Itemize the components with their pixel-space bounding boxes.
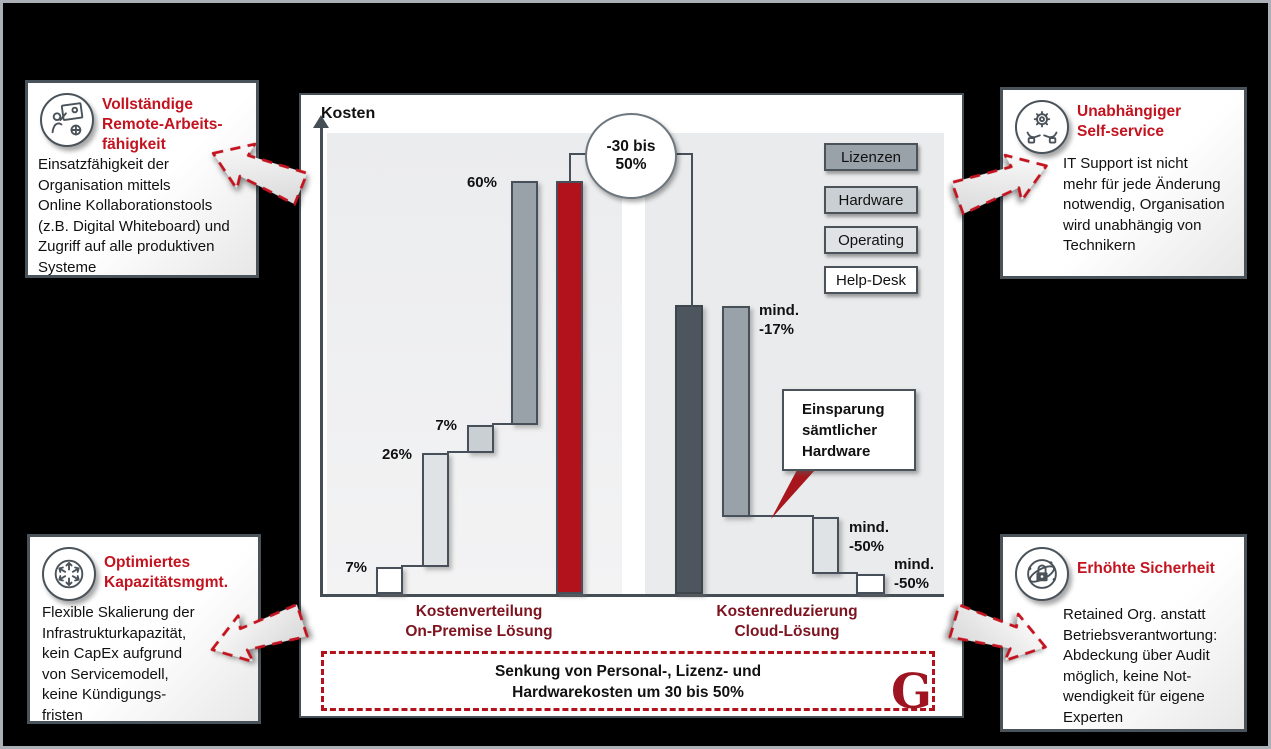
caption-onprem: Kostenverteilung On-Premise Lösung	[405, 603, 553, 640]
bar-onprem-total	[556, 181, 583, 594]
label-cloud-operating: mind. -50%	[849, 519, 889, 555]
bar-onprem-helpdesk	[376, 567, 403, 594]
callout-body: Retained Org. anstatt Betriebsverantwort…	[1063, 606, 1218, 726]
bar-cloud-lizenzen	[722, 306, 750, 517]
bar-onprem-operating	[422, 453, 449, 567]
arrow-to-top-right	[950, 153, 1048, 216]
callout-security: Erhöhte Sicherheit Retained Org. anstatt…	[1000, 534, 1247, 732]
legend-label: Operating	[838, 231, 904, 249]
label-helpdesk-7: 7%	[345, 559, 367, 576]
callout-title: Erhöhte Sicherheit	[1077, 560, 1215, 577]
summary-text: Senkung von Personal-, Lizenz- und Hardw…	[494, 663, 762, 701]
connector	[401, 565, 424, 567]
self-service-icon	[1015, 100, 1069, 154]
callout-self-service: Unabhängiger Self-service IT Support ist…	[1000, 87, 1247, 279]
bracket-line	[691, 153, 693, 307]
y-axis	[320, 127, 323, 597]
chart-card: Kosten -30 bis 50% 60% 7% 26% 7% mind. -…	[299, 93, 964, 718]
security-icon	[1015, 547, 1069, 601]
caption-cloud: Kostenreduzierung Cloud-Lösung	[716, 603, 858, 640]
legend-item-helpdesk: Help-Desk	[824, 266, 918, 294]
remote-work-icon	[40, 93, 94, 147]
bar-cloud-operating	[812, 517, 839, 574]
callout-title: Vollständige Remote-Arbeits- fähigkeit	[102, 96, 223, 153]
callout-title: Optimiertes Kapazitätsmgmt.	[104, 554, 229, 591]
label-lizenzen-60: 60%	[466, 174, 497, 191]
label-hardware-7: 7%	[435, 417, 457, 434]
label-operating-26: 26%	[381, 446, 412, 463]
bar-onprem-lizenzen	[511, 181, 538, 425]
label-cloud-lizenzen: mind. -17%	[759, 302, 799, 338]
y-axis-label: Kosten	[321, 105, 376, 122]
legend-item-hardware: Hardware	[824, 186, 918, 214]
legend-label: Help-Desk	[835, 271, 907, 289]
arrow-to-top-left	[211, 142, 309, 206]
callout-body: Einsatzfähigkeit der Organisation mittel…	[38, 156, 230, 276]
callout-capacity: Optimiertes Kapazitätsmgmt. Flexible Ska…	[27, 534, 261, 724]
capacity-icon	[42, 547, 96, 601]
legend-item-operating: Operating	[824, 226, 918, 254]
connector-hardware-zero	[748, 515, 814, 517]
arrow-to-bottom-right	[948, 603, 1047, 662]
y-axis-arrowhead	[313, 115, 329, 128]
arrow-to-bottom-left	[210, 603, 309, 664]
callout-remote-work: Vollständige Remote-Arbeits- fähigkeit E…	[25, 80, 259, 278]
hardware-savings-callout: Einsparung sämtlicher Hardware	[782, 389, 916, 471]
reduction-bubble: -30 bis 50%	[585, 113, 677, 199]
bar-onprem-hardware	[467, 425, 494, 453]
summary-banner: Senkung von Personal-, Lizenz- und Hardw…	[321, 651, 935, 716]
connector	[837, 572, 858, 574]
callout-title: Unabhängiger Self-service	[1077, 103, 1182, 140]
connector	[447, 451, 469, 453]
callout-body: Flexible Skalierung der Infrastrukturkap…	[42, 604, 195, 724]
legend-label: Lizenzen	[840, 148, 902, 166]
legend-item-lizenzen: Lizenzen	[824, 143, 918, 171]
bar-cloud-helpdesk	[856, 574, 885, 594]
bracket-line	[569, 153, 571, 183]
callout-pointer	[771, 470, 815, 519]
legend-label: Hardware	[838, 191, 904, 209]
callout-body: IT Support ist nicht mehr für jede Änder…	[1063, 155, 1225, 254]
label-cloud-helpdesk: mind. -50%	[894, 556, 934, 592]
x-axis	[320, 594, 944, 597]
hardware-savings-text: Einsparung sämtlicher Hardware	[802, 401, 885, 460]
connector	[492, 423, 513, 425]
bar-cloud-total	[675, 305, 703, 594]
company-logo: G	[891, 664, 932, 720]
